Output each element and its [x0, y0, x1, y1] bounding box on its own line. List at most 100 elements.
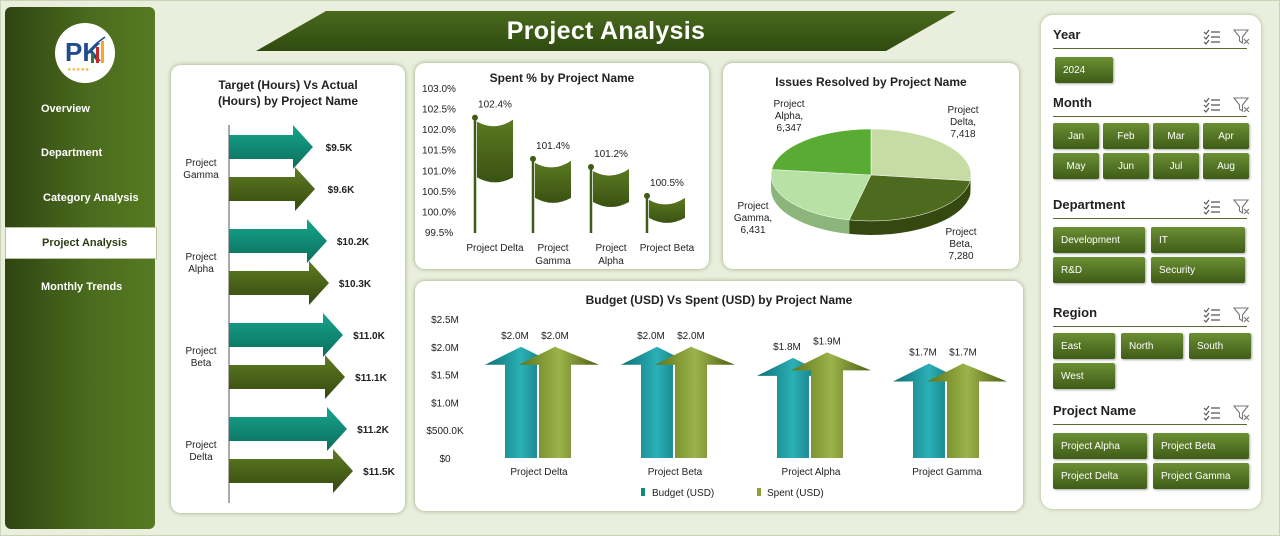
department-slicer-header: Department — [1053, 197, 1250, 219]
chip-label: Project Gamma — [1161, 470, 1231, 482]
nav-label: Category Analysis — [43, 192, 139, 204]
chip-label: Apr — [1218, 130, 1234, 142]
legend-label: Budget (USD) — [652, 488, 714, 499]
data-label: $2.0M — [541, 331, 569, 342]
category-label: Beta — [191, 358, 212, 369]
spent-bar — [655, 346, 735, 458]
chart-title-line: (Hours) by Project Name — [217, 94, 359, 108]
chip-label: May — [1066, 160, 1086, 172]
month-option-aug[interactable]: Aug — [1203, 153, 1249, 179]
spent-pct-bar — [593, 169, 629, 208]
slicer-title: Project Name — [1053, 403, 1137, 418]
multiselect-icon[interactable] — [1203, 199, 1221, 215]
pie-label: Alpha, — [775, 111, 803, 122]
category-label: Project Beta — [640, 243, 695, 254]
nav-monthly-trends[interactable]: Monthly Trends — [5, 271, 157, 303]
region-option-east[interactable]: East — [1053, 333, 1115, 359]
slicer-title: Year — [1053, 27, 1081, 42]
budget-chart: $2.5M $2.0M $1.5M $1.0M $500.0K $0 $2.0M $2.0M P… — [426, 315, 1007, 499]
y-tick-label: 101.5% — [422, 146, 456, 157]
clear-filter-icon[interactable] — [1233, 307, 1251, 323]
nav-department[interactable]: Department — [5, 137, 157, 169]
clear-filter-icon[interactable] — [1233, 97, 1251, 113]
data-label: $1.7M — [909, 347, 937, 358]
slicer-title: Month — [1053, 95, 1092, 110]
pie-label: Project — [945, 227, 976, 238]
month-option-jul[interactable]: Jul — [1153, 153, 1199, 179]
data-label: 102.4% — [478, 100, 512, 111]
target-actual-title: Target (Hours) Vs Actual (Hours) by Proj… — [171, 77, 405, 109]
y-tick-label: $2.0M — [431, 343, 459, 354]
y-tick-label: $0 — [439, 454, 451, 465]
category-label: Project Gamma — [912, 467, 982, 478]
data-label: $11.1K — [355, 373, 387, 384]
actual-hours-arrow — [229, 261, 329, 305]
region-option-north[interactable]: North — [1121, 333, 1183, 359]
multiselect-icon[interactable] — [1203, 29, 1221, 45]
project-option-alpha[interactable]: Project Alpha — [1053, 433, 1147, 459]
pie-slice — [870, 128, 972, 182]
multiselect-icon[interactable] — [1203, 405, 1221, 421]
nav-overview[interactable]: Overview — [5, 93, 157, 125]
target-hours-arrow — [229, 313, 343, 357]
data-label: $2.0M — [501, 331, 529, 342]
category-label: Gamma — [535, 256, 571, 267]
month-option-apr[interactable]: Apr — [1203, 123, 1249, 149]
multiselect-icon[interactable] — [1203, 97, 1221, 113]
y-tick-label: 99.5% — [425, 228, 453, 239]
slicer-title: Region — [1053, 305, 1098, 320]
region-option-south[interactable]: South — [1189, 333, 1251, 359]
clear-filter-icon[interactable] — [1233, 29, 1251, 45]
department-option-rd[interactable]: R&D — [1053, 257, 1145, 283]
chip-label: West — [1061, 370, 1084, 382]
category-label: Alpha — [188, 264, 214, 275]
chip-label: East — [1061, 340, 1082, 352]
chip-label: South — [1197, 340, 1224, 352]
project-option-delta[interactable]: Project Delta — [1053, 463, 1147, 489]
month-option-mar[interactable]: Mar — [1153, 123, 1199, 149]
data-label: 100.5% — [650, 178, 684, 189]
chip-label: Project Alpha — [1061, 440, 1120, 452]
y-tick-label: $2.5M — [431, 315, 459, 326]
category-label: Project — [185, 440, 216, 451]
project-slicer-header: Project Name — [1053, 403, 1250, 425]
y-tick-label: $500.0K — [426, 426, 464, 437]
data-label: $11.0K — [353, 331, 385, 342]
nav-project-analysis[interactable]: Project Analysis — [5, 227, 157, 259]
year-slicer-header: Year — [1053, 27, 1250, 49]
chip-label: Jul — [1169, 160, 1183, 172]
spent-bar — [927, 363, 1007, 458]
y-tick-label: 102.0% — [422, 125, 456, 136]
project-option-gamma[interactable]: Project Gamma — [1153, 463, 1249, 489]
month-slicer-header: Month — [1053, 95, 1250, 117]
spent-pct-chart: 103.0% 102.5% 102.0% 101.5% 101.0% 100.5% 100.… — [422, 84, 695, 267]
department-option-security[interactable]: Security — [1151, 257, 1245, 283]
pie-label: 6,431 — [740, 225, 765, 236]
flag-pole-top — [472, 114, 478, 121]
clear-filter-icon[interactable] — [1233, 199, 1251, 215]
month-option-jan[interactable]: Jan — [1053, 123, 1099, 149]
chart-title-line: Target (Hours) Vs Actual — [218, 78, 358, 92]
data-label: $11.2K — [357, 425, 389, 436]
chip-label: 2024 — [1063, 64, 1086, 76]
multiselect-icon[interactable] — [1203, 307, 1221, 323]
project-option-beta[interactable]: Project Beta — [1153, 433, 1249, 459]
region-option-west[interactable]: West — [1053, 363, 1115, 389]
clear-filter-icon[interactable] — [1233, 405, 1251, 421]
year-option-2024[interactable]: 2024 — [1055, 57, 1113, 83]
target-hours-arrow — [229, 407, 347, 451]
pie-slice — [848, 174, 971, 222]
actual-hours-arrow — [229, 355, 345, 399]
chip-label: Jan — [1067, 130, 1085, 142]
department-option-it[interactable]: IT — [1151, 227, 1245, 253]
department-option-development[interactable]: Development — [1053, 227, 1145, 253]
month-option-jun[interactable]: Jun — [1103, 153, 1149, 179]
month-option-may[interactable]: May — [1053, 153, 1099, 179]
y-tick-label: 100.5% — [422, 187, 456, 198]
issues-chart: ProjectDelta,7,418ProjectBeta,7,280Proje… — [734, 99, 979, 262]
month-option-feb[interactable]: Feb — [1103, 123, 1149, 149]
data-label: $10.2K — [337, 237, 370, 248]
nav-category-analysis[interactable]: Category Analysis — [5, 182, 157, 214]
target-hours-arrow — [229, 219, 327, 263]
